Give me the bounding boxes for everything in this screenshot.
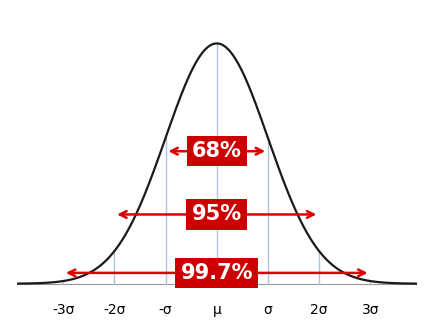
Text: 99.7%: 99.7% [181, 263, 253, 283]
Text: 95%: 95% [192, 205, 242, 224]
Text: 68%: 68% [192, 141, 242, 161]
